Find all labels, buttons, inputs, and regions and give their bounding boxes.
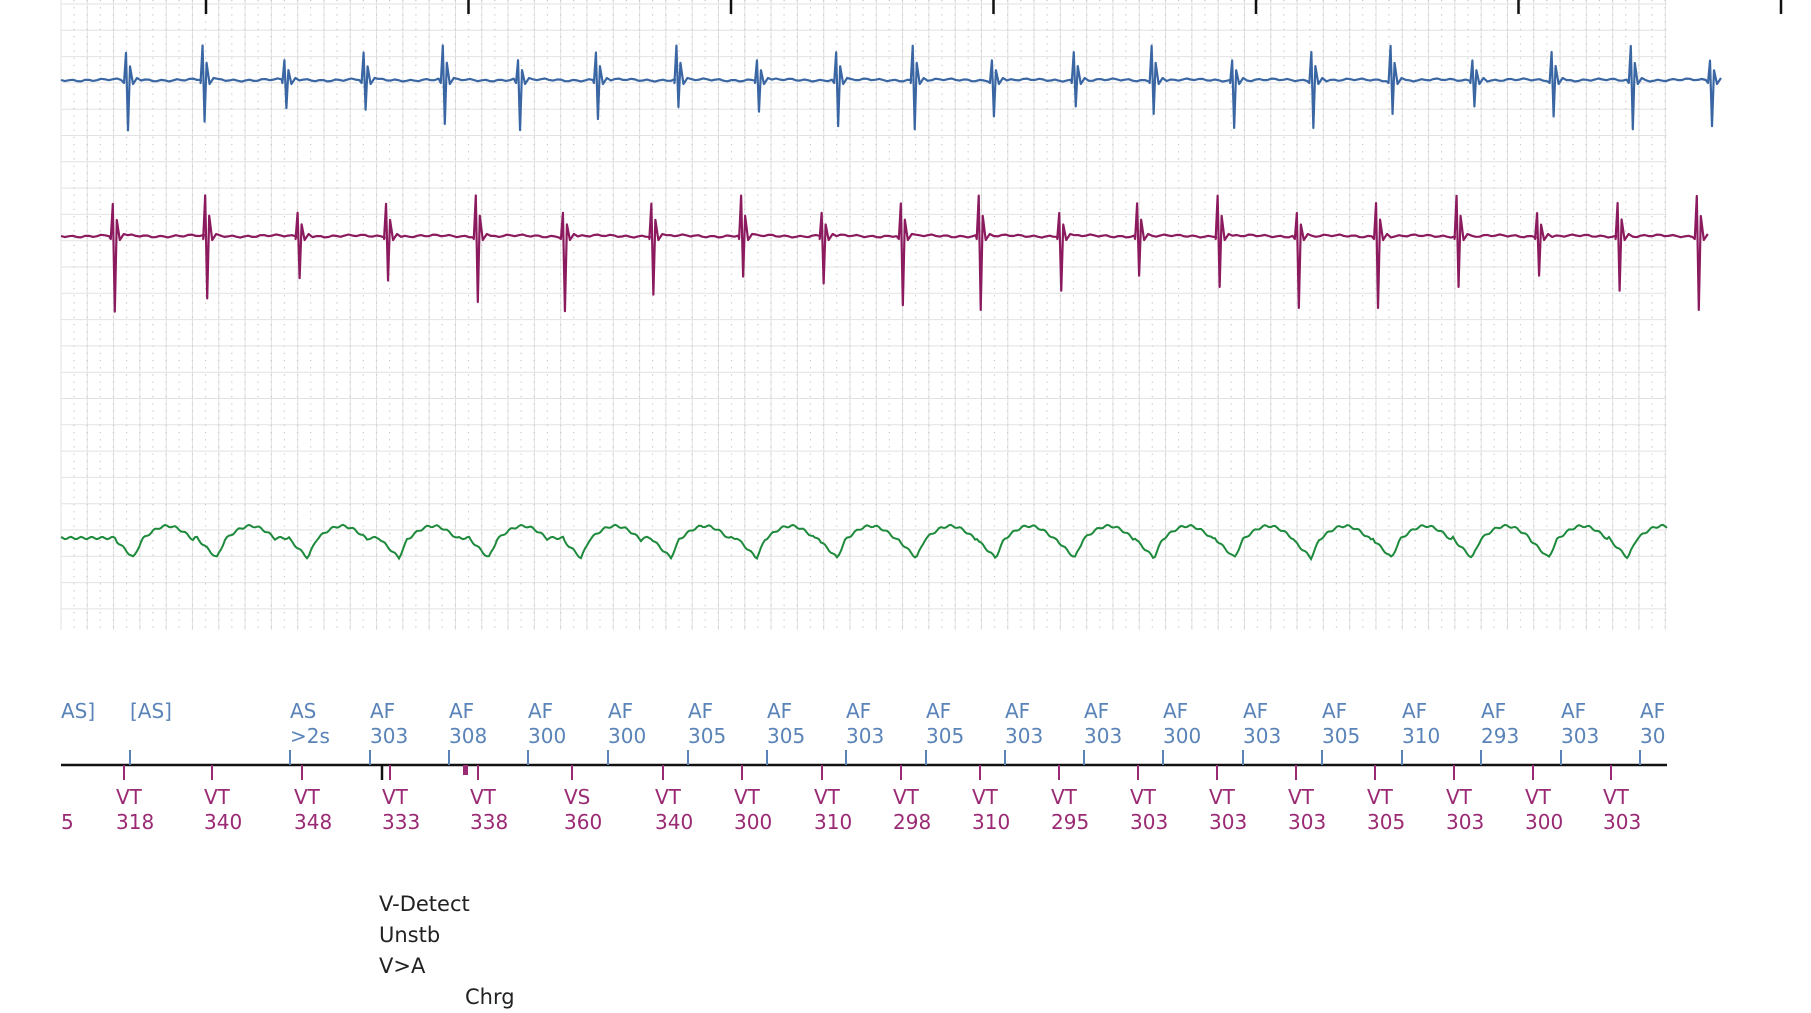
- ventricular-marker-code: VT: [1603, 785, 1630, 809]
- grid: [60, 0, 1667, 630]
- atrial-marker-code: AF: [1005, 699, 1030, 723]
- atrial-marker-interval: 310: [1402, 724, 1440, 748]
- atrial-marker-interval: 303: [1243, 724, 1281, 748]
- event-v-gt-a: V>A: [379, 954, 426, 978]
- egm-traces: [60, 44, 1722, 562]
- atrial-marker-code: AF: [528, 699, 553, 723]
- atrial-marker-interval: 303: [846, 724, 884, 748]
- ventricular-marker-interval: 333: [382, 810, 420, 834]
- atrial-marker-code: AF: [1561, 699, 1586, 723]
- atrial-egm-trace: [60, 44, 1722, 132]
- charge-start-tick: [463, 765, 468, 775]
- ventricular-marker-code: VT: [1367, 785, 1394, 809]
- ventricular-marker-code: VT: [1130, 785, 1157, 809]
- atrial-marker-interval: 305: [688, 724, 726, 748]
- ventricular-marker-interval: 318: [116, 810, 154, 834]
- atrial-marker-code: AF: [1084, 699, 1109, 723]
- time-ticks: [204, 0, 1783, 14]
- ventricular-marker-interval: 295: [1051, 810, 1089, 834]
- atrial-marker-code: AF: [767, 699, 792, 723]
- event-chrg: Chrg: [465, 985, 515, 1009]
- ventricular-marker-interval: 340: [204, 810, 242, 834]
- atrial-marker-interval: 303: [1561, 724, 1599, 748]
- atrial-marker-code: AF: [449, 699, 474, 723]
- atrial-marker-code: AF: [1640, 699, 1665, 723]
- ventricular-marker-code: VT: [1051, 785, 1078, 809]
- ventricular-marker-interval: 303: [1603, 810, 1641, 834]
- ventricular-marker-code: VT: [382, 785, 409, 809]
- ventricular-marker-interval: 300: [1525, 810, 1563, 834]
- atrial-marker-interval: 30: [1640, 724, 1665, 748]
- atrial-marker-code: AS: [290, 699, 316, 723]
- ventricular-marker-code: VT: [814, 785, 841, 809]
- ventricular-marker-code: VT: [1446, 785, 1473, 809]
- atrial-marker-code: AF: [926, 699, 951, 723]
- ventricular-marker-code: VT: [116, 785, 143, 809]
- ventricular-marker-interval: 338: [470, 810, 508, 834]
- atrial-marker-code: AF: [1481, 699, 1506, 723]
- ventricular-marker-interval: 303: [1209, 810, 1247, 834]
- atrial-marker-code: AF: [688, 699, 713, 723]
- ventricular-marker-interval: 360: [564, 810, 602, 834]
- atrial-marker-code: AF: [1402, 699, 1427, 723]
- ventricular-marker-code: VT: [1209, 785, 1236, 809]
- ventricular-marker-code: VT: [294, 785, 321, 809]
- atrial-marker-code: AF: [1322, 699, 1347, 723]
- ventricular-marker-code: VT: [1525, 785, 1552, 809]
- ventricular-marker-interval: 298: [893, 810, 931, 834]
- atrial-marker-code: AF: [1163, 699, 1188, 723]
- ventricular-marker-code: VT: [972, 785, 999, 809]
- atrial-marker-code: AF: [1243, 699, 1268, 723]
- ventricular-marker-interval: 5: [61, 810, 74, 834]
- atrial-marker-interval: 300: [528, 724, 566, 748]
- ventricular-marker-interval: 310: [814, 810, 852, 834]
- atrial-marker-code: AF: [370, 699, 395, 723]
- marker-channel: AS] [AS] AS>2sAF303AF308AF300AF300AF305AF3…: [61, 699, 1667, 834]
- atrial-marker-interval: 305: [767, 724, 805, 748]
- ventricular-marker-interval: 300: [734, 810, 772, 834]
- atrial-marker-interval: 300: [608, 724, 646, 748]
- atrial-marker-code: AF: [608, 699, 633, 723]
- ventricular-marker-code: VT: [204, 785, 231, 809]
- ventricular-marker-interval: 348: [294, 810, 332, 834]
- atrial-marker-interval: 303: [370, 724, 408, 748]
- atrial-marker-code: [AS]: [130, 699, 172, 723]
- atrial-marker-interval: 308: [449, 724, 487, 748]
- far-field-egm-trace: [60, 523, 1668, 562]
- ventricular-marker-code: VT: [470, 785, 497, 809]
- ventricular-marker-code: VT: [1288, 785, 1315, 809]
- ventricular-marker-interval: 340: [655, 810, 693, 834]
- atrial-marker-code: AS]: [61, 699, 95, 723]
- atrial-marker-code: AF: [846, 699, 871, 723]
- ventricular-marker-code: VT: [655, 785, 682, 809]
- atrial-marker-interval: 293: [1481, 724, 1519, 748]
- atrial-marker-interval: 303: [1005, 724, 1043, 748]
- ventricular-marker-code: VS: [564, 785, 590, 809]
- atrial-marker-interval: 305: [1322, 724, 1360, 748]
- ventricular-marker-interval: 305: [1367, 810, 1405, 834]
- event-v-detect: V-Detect: [379, 892, 470, 916]
- ventricular-marker-code: VT: [893, 785, 920, 809]
- atrial-marker-interval: 305: [926, 724, 964, 748]
- atrial-marker-interval: >2s: [290, 724, 330, 748]
- atrial-marker-interval: 300: [1163, 724, 1201, 748]
- atrial-marker-interval: 303: [1084, 724, 1122, 748]
- ventricular-marker-code: VT: [734, 785, 761, 809]
- ventricular-marker-interval: 303: [1288, 810, 1326, 834]
- ventricular-marker-interval: 310: [972, 810, 1010, 834]
- ventricular-marker-interval: 303: [1130, 810, 1168, 834]
- ventricular-egm-trace: [60, 194, 1709, 313]
- event-unstb: Unstb: [379, 923, 441, 947]
- ventricular-marker-interval: 303: [1446, 810, 1484, 834]
